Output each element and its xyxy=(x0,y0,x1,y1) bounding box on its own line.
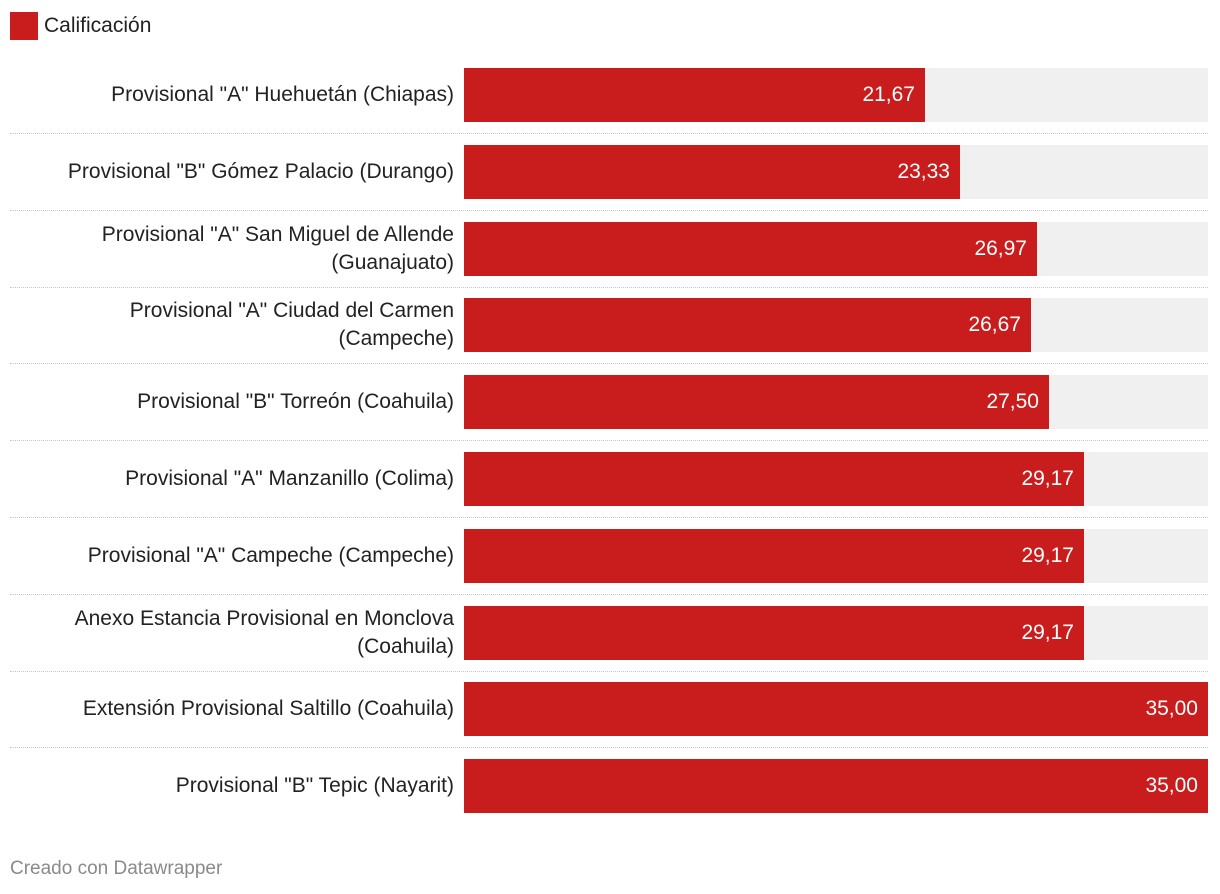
legend: Calificación xyxy=(10,12,151,40)
category-label: Provisional "A" Ciudad del Carmen (Campe… xyxy=(129,299,454,351)
value-label: 27,50 xyxy=(986,390,1039,414)
row-separator xyxy=(10,747,1208,749)
value-label: 29,17 xyxy=(1021,543,1074,567)
legend-label: Calificación xyxy=(44,14,152,37)
row-separator xyxy=(10,363,1208,365)
bar xyxy=(464,605,1084,660)
row-separator xyxy=(10,593,1208,595)
category-label: Provisional "A" San Miguel de Allende (G… xyxy=(101,222,454,274)
row-separator xyxy=(10,670,1208,672)
bar-row: Extensión Provisional Saltillo (Coahuila… xyxy=(10,682,1208,749)
bar xyxy=(464,144,960,199)
category-label: Provisional "A" Manzanillo (Colima) xyxy=(125,467,454,490)
bar xyxy=(464,452,1084,506)
row-separator xyxy=(10,133,1208,134)
bar-row: Provisional "A" Manzanillo (Colima) 29,17 xyxy=(10,452,1208,518)
value-label: 26,97 xyxy=(974,236,1027,260)
category-label: Provisional "B" Torreón (Coahuila) xyxy=(137,390,454,414)
value-label: 23,33 xyxy=(897,159,950,183)
category-label: Provisional "B" Gómez Palacio (Durango) xyxy=(67,159,454,183)
bar xyxy=(464,68,925,122)
row-separator xyxy=(10,517,1208,518)
category-label: Provisional "B" Tepic (Nayarit) xyxy=(175,774,454,798)
bar-row: Provisional "A" Campeche (Campeche) 29,17 xyxy=(10,528,1208,595)
bar-row: Anexo Estancia Provisional en Monclova (… xyxy=(10,605,1208,672)
footer-credit: Creado con Datawrapper xyxy=(10,858,223,879)
bar xyxy=(464,682,1208,737)
category-label: Provisional "A" Campeche (Campeche) xyxy=(87,543,454,567)
bar-row: Provisional "A" Ciudad del Carmen (Campe… xyxy=(10,298,1208,365)
bar-row: Provisional "B" Tepic (Nayarit) 35,00 xyxy=(10,759,1208,814)
bar xyxy=(464,759,1208,814)
bar-row: Provisional "B" Torreón (Coahuila) 27,50 xyxy=(10,375,1208,442)
category-label: Provisional "A" Huehuetán (Chiapas) xyxy=(111,83,454,106)
category-label: Extensión Provisional Saltillo (Coahuila… xyxy=(82,697,454,721)
row-separator xyxy=(10,209,1208,211)
value-label: 26,67 xyxy=(968,313,1021,337)
legend-swatch xyxy=(10,12,38,40)
bar xyxy=(464,528,1084,583)
category-label: Anexo Estancia Provisional en Monclova (… xyxy=(74,606,454,658)
bar-row: Provisional "B" Gómez Palacio (Durango) 2… xyxy=(10,144,1208,211)
value-label: 35,00 xyxy=(1145,774,1198,798)
bar xyxy=(464,221,1037,276)
bar-row: Provisional "A" Huehuetán (Chiapas) 21,67 xyxy=(10,68,1208,134)
value-label: 29,17 xyxy=(1021,620,1074,644)
bar xyxy=(464,298,1031,353)
value-label: 21,67 xyxy=(862,83,915,106)
bar xyxy=(464,375,1049,430)
bar-row: Provisional "A" San Miguel de Allende (G… xyxy=(10,221,1208,288)
row-separator xyxy=(10,440,1208,442)
row-separator xyxy=(10,286,1208,288)
value-label: 35,00 xyxy=(1145,697,1198,721)
value-label: 29,17 xyxy=(1021,467,1074,490)
